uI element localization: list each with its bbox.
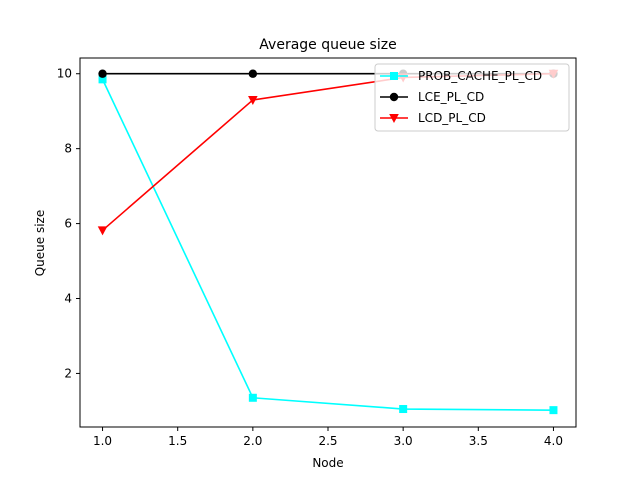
y-tick-label: 6 — [64, 217, 72, 231]
legend-box — [374, 63, 570, 132]
data-point — [98, 75, 107, 84]
x-tick-label: 1.0 — [93, 434, 112, 448]
legend-item: PROB_CACHE_PL_CD — [380, 69, 542, 83]
x-tick-label: 3.0 — [394, 434, 413, 448]
data-point — [549, 406, 558, 415]
legend-item: LCE_PL_CD — [380, 90, 484, 104]
x-tick-label: 3.5 — [469, 434, 488, 448]
legend-marker — [389, 114, 399, 123]
legend-label: LCD_PL_CD — [418, 111, 486, 125]
y-tick-label: 8 — [64, 142, 72, 156]
chart-title: Average queue size — [259, 37, 396, 53]
data-point — [399, 405, 408, 414]
y-tick-label: 2 — [64, 366, 72, 380]
axes: 1.0 1.5 2.0 2.5 3.0 3.5 4.0 2 4 6 8 10 — [57, 57, 577, 448]
data-point — [98, 69, 107, 78]
legend: PROB_CACHE_PL_CD LCE_PL_CD LCD_PL_CD — [374, 63, 570, 132]
x-tick-label: 4.0 — [544, 434, 563, 448]
x-axis-label: Node — [312, 456, 343, 470]
legend-item: LCD_PL_CD — [380, 111, 486, 125]
series-0 — [98, 75, 558, 415]
y-tick-label: 4 — [64, 292, 72, 306]
legend-marker — [389, 92, 399, 102]
legend-label: PROB_CACHE_PL_CD — [418, 69, 542, 83]
legend-marker — [390, 72, 398, 80]
x-tick-label: 2.5 — [318, 434, 337, 448]
x-tick-label: 2.0 — [243, 434, 262, 448]
x-tick-label: 1.5 — [168, 434, 187, 448]
series-line — [101, 79, 554, 411]
y-axis-label: Queue size — [33, 210, 47, 277]
legend-label: LCE_PL_CD — [418, 90, 484, 104]
y-tick-label: 10 — [57, 67, 72, 81]
data-point — [248, 69, 258, 78]
data-point — [248, 95, 258, 105]
data-point — [248, 393, 257, 402]
data-point — [97, 226, 108, 236]
